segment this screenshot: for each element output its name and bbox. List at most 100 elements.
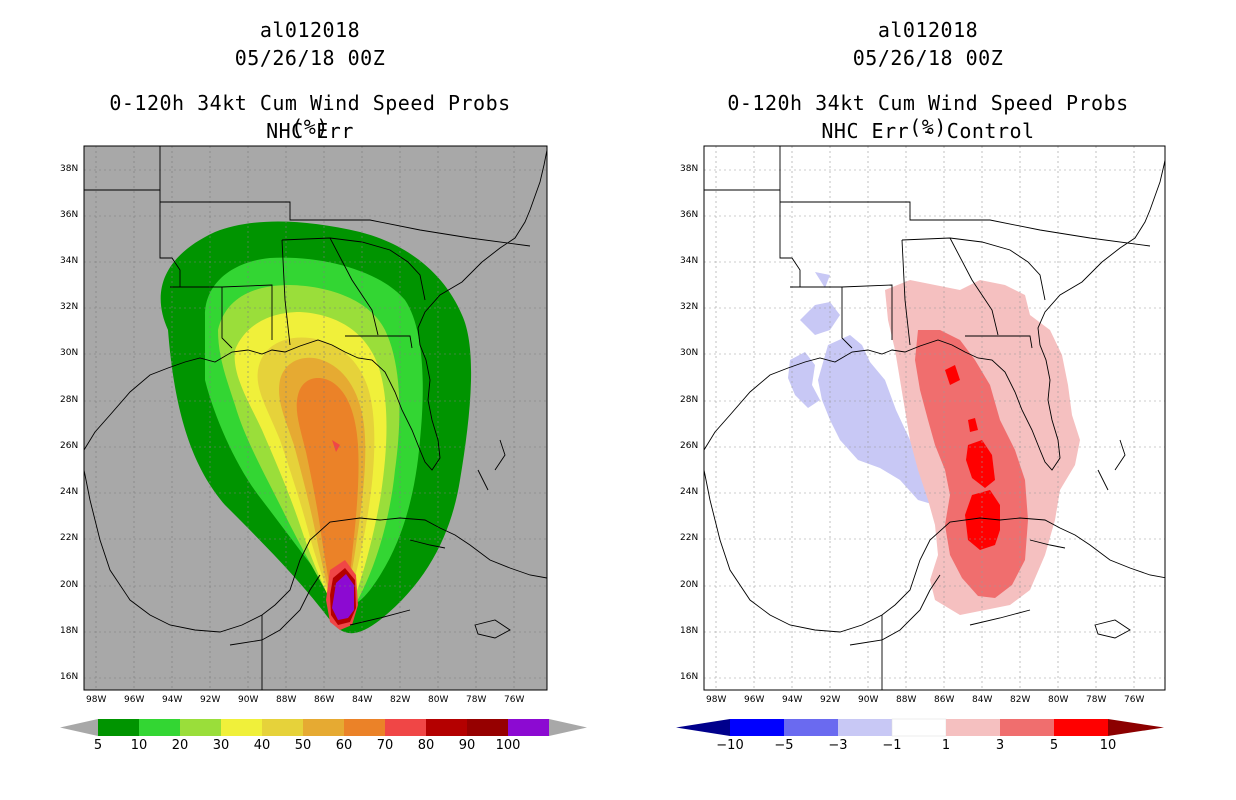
lat-label: 34N <box>680 256 699 266</box>
colorbar-tick-label: 30 <box>212 738 230 753</box>
colorbar-swatch <box>467 719 508 736</box>
lon-label: 86W <box>934 695 955 705</box>
lon-label: 90W <box>858 695 879 705</box>
lat-label: 32N <box>680 302 699 312</box>
colorbar-swatch <box>508 719 549 736</box>
lat-label: 36N <box>680 210 699 220</box>
lon-label: 90W <box>238 695 259 705</box>
colorbar-tick-label: 10 <box>1099 738 1117 753</box>
left-colorbar <box>60 719 587 736</box>
lat-label: 38N <box>60 164 79 174</box>
colorbar-tick-label: 20 <box>171 738 189 753</box>
colorbar-swatch <box>221 719 262 736</box>
lon-label: 88W <box>896 695 917 705</box>
colorbar-swatch <box>385 719 426 736</box>
lat-label: 18N <box>680 626 699 636</box>
lon-label: 88W <box>276 695 297 705</box>
lat-label: 28N <box>680 395 699 405</box>
colorbar-swatch <box>303 719 344 736</box>
lon-label: 96W <box>744 695 765 705</box>
lon-label: 78W <box>466 695 487 705</box>
lat-label: 16N <box>60 672 79 682</box>
right-coastlines <box>704 146 1165 690</box>
right-subtitle: NHC Err - Control <box>821 119 1035 143</box>
lat-label: 20N <box>680 580 699 590</box>
lat-label: 30N <box>680 348 699 358</box>
colorbar-tick-label: 10 <box>130 738 148 753</box>
colorbar-swatch <box>139 719 180 736</box>
lat-label: 24N <box>60 487 79 497</box>
lat-label: 38N <box>680 164 699 174</box>
diff-pos-5-region-4 <box>968 418 978 432</box>
lon-label: 78W <box>1086 695 1107 705</box>
right-map-frame <box>703 145 1166 691</box>
colorbar-swatch <box>730 719 784 736</box>
lat-label: 34N <box>60 256 79 266</box>
right-product-title: 0-120h 34kt Cum Wind Speed Probs (%) <box>727 91 1129 139</box>
left-coastlines <box>84 146 547 690</box>
colorbar-tick-label: 40 <box>253 738 271 753</box>
diff-neg-region-4 <box>815 272 830 288</box>
colorbar-swatch <box>98 719 139 736</box>
lon-label: 80W <box>1048 695 1069 705</box>
colorbar-tick-label: 70 <box>376 738 394 753</box>
right-datetime: 05/26/18 00Z <box>852 46 1004 70</box>
left-datetime: 05/26/18 00Z <box>234 46 386 70</box>
lon-label: 82W <box>390 695 411 705</box>
prob-90-contour <box>332 574 354 620</box>
colorbar-tick-label: 80 <box>417 738 435 753</box>
left-map-frame <box>83 145 548 691</box>
colorbar-tick-label: −3 <box>828 738 848 753</box>
colorbar-swatch <box>891 718 947 737</box>
lon-label: 94W <box>162 695 183 705</box>
colorbar-tick-label: 1 <box>941 738 951 753</box>
lon-label: 98W <box>86 695 107 705</box>
lat-label: 32N <box>60 302 79 312</box>
lat-label: 24N <box>680 487 699 497</box>
lat-label: 28N <box>60 395 79 405</box>
prob-60-contour <box>296 378 359 621</box>
lon-label: 82W <box>1010 695 1031 705</box>
colorbar-tick-label: −5 <box>774 738 794 753</box>
lat-label: 26N <box>680 441 699 451</box>
colorbar-swatch <box>426 719 467 736</box>
lon-label: 92W <box>200 695 221 705</box>
lon-label: 92W <box>820 695 841 705</box>
right-map-panel <box>703 145 1166 691</box>
colorbar-swatch <box>262 719 303 736</box>
colorbar-tick-label: 90 <box>458 738 476 753</box>
colorbar-tick-label: 60 <box>335 738 353 753</box>
left-product-title: 0-120h 34kt Cum Wind Speed Probs (%) <box>109 91 511 139</box>
colorbar-tick-label: −10 <box>716 738 744 753</box>
lat-label: 22N <box>680 533 699 543</box>
lat-label: 18N <box>60 626 79 636</box>
lon-label: 86W <box>314 695 335 705</box>
lon-label: 98W <box>706 695 727 705</box>
colorbar-swatch <box>344 719 385 736</box>
colorbar-swatch <box>946 719 1000 736</box>
lat-label: 30N <box>60 348 79 358</box>
colorbar-arrow-low <box>60 719 98 736</box>
lon-label: 80W <box>428 695 449 705</box>
right-storm-id: al012018 <box>877 18 979 42</box>
diff-pos-5-region <box>966 440 995 488</box>
left-grid <box>84 146 547 690</box>
lat-label: 22N <box>60 533 79 543</box>
right-colorbar <box>676 718 1164 737</box>
lon-label: 96W <box>124 695 145 705</box>
colorbar-tick-label: −1 <box>882 738 902 753</box>
left-storm-id: al012018 <box>259 18 361 42</box>
colorbar-swatch <box>180 719 221 736</box>
colorbar-tick-label: 50 <box>294 738 312 753</box>
colorbar-swatch <box>1054 719 1108 736</box>
lon-label: 84W <box>352 695 373 705</box>
colorbar-tick-label: 100 <box>495 738 521 753</box>
lon-label: 76W <box>504 695 525 705</box>
colorbar-arrow-low <box>676 719 730 736</box>
prob-peak-marker <box>332 440 340 452</box>
lat-label: 16N <box>680 672 699 682</box>
colorbar-tick-label: 5 <box>1049 738 1059 753</box>
colorbar-swatch <box>838 719 892 736</box>
lat-label: 20N <box>60 580 79 590</box>
